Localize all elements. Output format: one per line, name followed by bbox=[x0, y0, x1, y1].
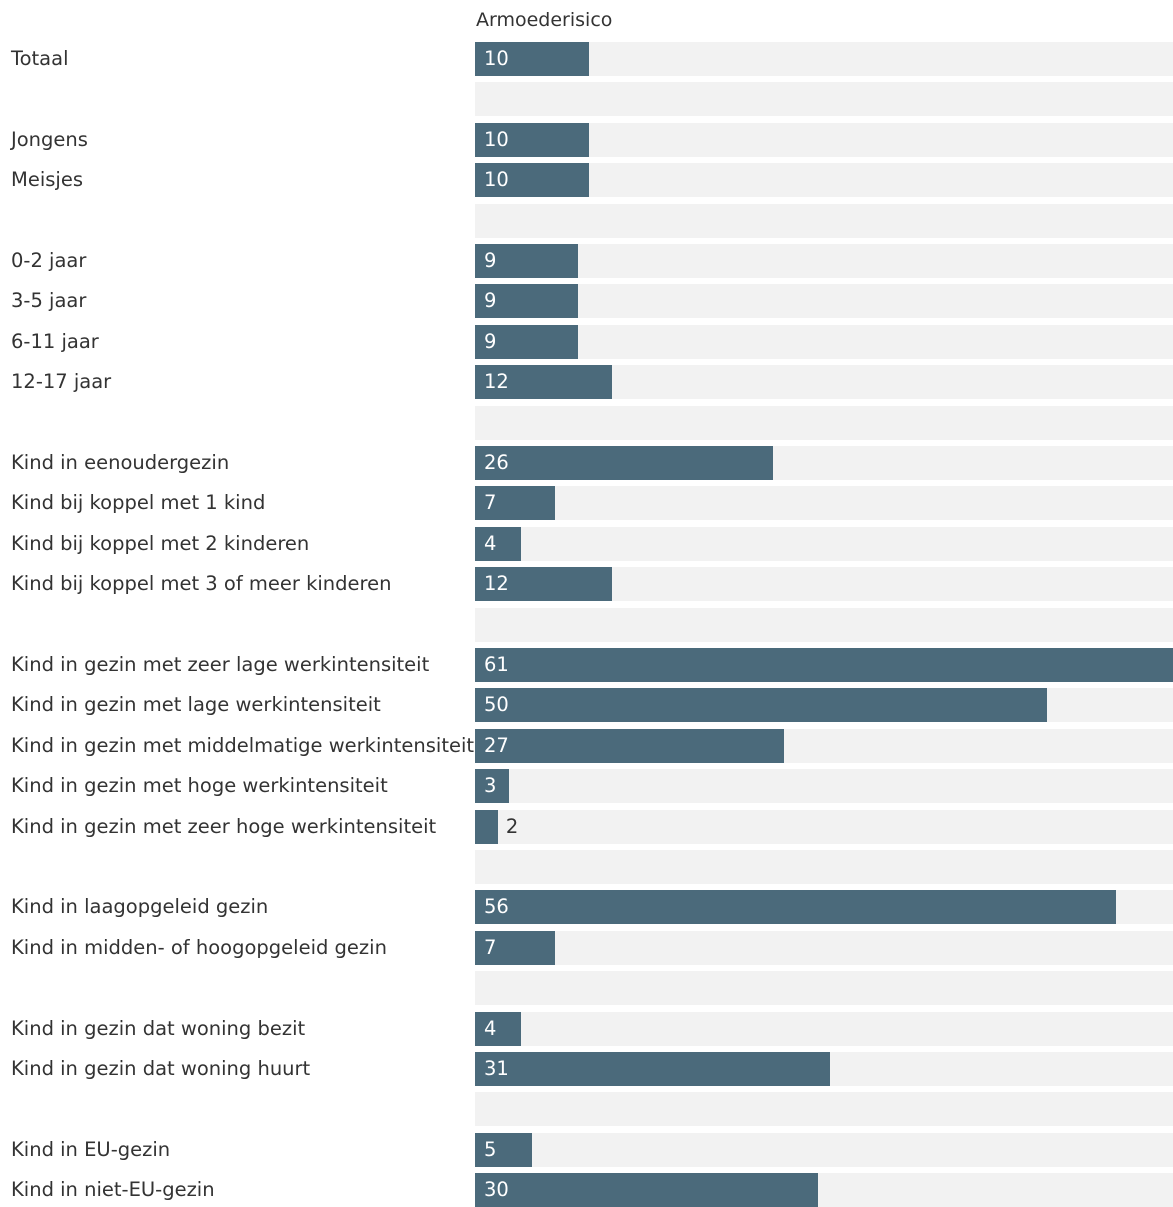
bar-value-label: 56 bbox=[484, 895, 509, 918]
bar-track bbox=[475, 42, 1173, 76]
bar-value-label: 3 bbox=[484, 774, 497, 797]
bar bbox=[475, 1012, 521, 1046]
bar-value-label: 12 bbox=[484, 572, 509, 595]
bar bbox=[475, 42, 590, 76]
bar-track bbox=[475, 769, 1173, 803]
bar-track bbox=[475, 123, 1173, 157]
bar bbox=[475, 325, 578, 359]
bar bbox=[475, 244, 578, 278]
row-label: Kind in midden- of hoogopgeleid gezin bbox=[11, 936, 387, 959]
bar-track bbox=[475, 1012, 1173, 1046]
bar-value-label: 5 bbox=[484, 1138, 497, 1161]
bar-value-label: 31 bbox=[484, 1057, 509, 1080]
bar bbox=[475, 931, 556, 965]
row-label: Kind in EU-gezin bbox=[11, 1138, 171, 1161]
bar bbox=[475, 446, 773, 480]
bar-value-label: 9 bbox=[484, 330, 497, 353]
bar-track bbox=[475, 810, 1173, 844]
bar-track bbox=[475, 971, 1173, 1005]
bar bbox=[475, 163, 590, 197]
bar bbox=[475, 365, 613, 399]
row-label: Kind in gezin met zeer hoge werkintensit… bbox=[11, 815, 437, 838]
row-label: Kind bij koppel met 3 of meer kinderen bbox=[11, 572, 392, 595]
row-label: Kind bij koppel met 2 kinderen bbox=[11, 532, 310, 555]
row-label: Kind in niet-EU-gezin bbox=[11, 1178, 215, 1201]
bar-value-label: 7 bbox=[484, 491, 497, 514]
bar-value-label: 27 bbox=[484, 734, 509, 757]
bar-value-label: 4 bbox=[484, 532, 497, 555]
row-label: Kind in laagopgeleid gezin bbox=[11, 895, 269, 918]
bar-value-label: 9 bbox=[484, 249, 497, 272]
bar-track bbox=[475, 284, 1173, 318]
bar bbox=[475, 729, 784, 763]
bar-value-label: 50 bbox=[484, 693, 509, 716]
row-label: Kind in gezin met zeer lage werkintensit… bbox=[11, 653, 430, 676]
bar-value-label: 9 bbox=[484, 289, 497, 312]
bar bbox=[475, 123, 590, 157]
bar-value-label: 10 bbox=[484, 128, 509, 151]
row-label: Kind in gezin met lage werkintensiteit bbox=[11, 693, 381, 716]
bar-track bbox=[475, 244, 1173, 278]
bar bbox=[475, 1052, 830, 1086]
bar-track bbox=[475, 204, 1173, 238]
row-label: Kind bij koppel met 1 kind bbox=[11, 491, 266, 514]
bar-value-label: 7 bbox=[484, 936, 497, 959]
row-label: Totaal bbox=[11, 47, 69, 70]
bar bbox=[475, 810, 498, 844]
bar bbox=[475, 527, 521, 561]
bar bbox=[475, 769, 510, 803]
bar-track bbox=[475, 325, 1173, 359]
bar-value-label: 12 bbox=[484, 370, 509, 393]
bar-track bbox=[475, 850, 1173, 884]
bar bbox=[475, 1173, 819, 1207]
row-label: 12-17 jaar bbox=[11, 370, 112, 393]
bar-track bbox=[475, 931, 1173, 965]
bar-value-label: 10 bbox=[484, 168, 509, 191]
bar-track bbox=[475, 1133, 1173, 1167]
bar-track bbox=[475, 1092, 1173, 1126]
row-label: Kind in gezin dat woning bezit bbox=[11, 1017, 306, 1040]
row-label: 6-11 jaar bbox=[11, 330, 99, 353]
column-header: Armoederisico bbox=[476, 9, 613, 31]
bar-value-label: 26 bbox=[484, 451, 509, 474]
row-label: Kind in gezin met hoge werkintensiteit bbox=[11, 774, 388, 797]
row-label: 3-5 jaar bbox=[11, 289, 87, 312]
bar bbox=[475, 486, 556, 520]
bar-track bbox=[475, 486, 1173, 520]
bar bbox=[475, 1133, 533, 1167]
bar-value-label: 61 bbox=[484, 653, 509, 676]
row-label: Kind in gezin met middelmatige werkinten… bbox=[11, 734, 475, 757]
row-label: Kind in eenoudergezin bbox=[11, 451, 230, 474]
bar bbox=[475, 284, 578, 318]
bar bbox=[475, 688, 1048, 722]
bar bbox=[475, 567, 613, 601]
bar-track bbox=[475, 82, 1173, 116]
bar-track bbox=[475, 527, 1173, 561]
bar bbox=[475, 648, 1173, 682]
row-label: Jongens bbox=[11, 128, 88, 151]
bar-track bbox=[475, 163, 1173, 197]
bar-value-label: 4 bbox=[484, 1017, 497, 1040]
bar-value-label: 30 bbox=[484, 1178, 509, 1201]
bar-track bbox=[475, 608, 1173, 642]
row-label: Meisjes bbox=[11, 168, 83, 191]
bar-value-label: 2 bbox=[505, 815, 519, 838]
bar bbox=[475, 890, 1116, 924]
row-label: 0-2 jaar bbox=[11, 249, 87, 272]
row-label: Kind in gezin dat woning huurt bbox=[11, 1057, 311, 1080]
bar-track bbox=[475, 406, 1173, 440]
bar-value-label: 10 bbox=[484, 47, 509, 70]
